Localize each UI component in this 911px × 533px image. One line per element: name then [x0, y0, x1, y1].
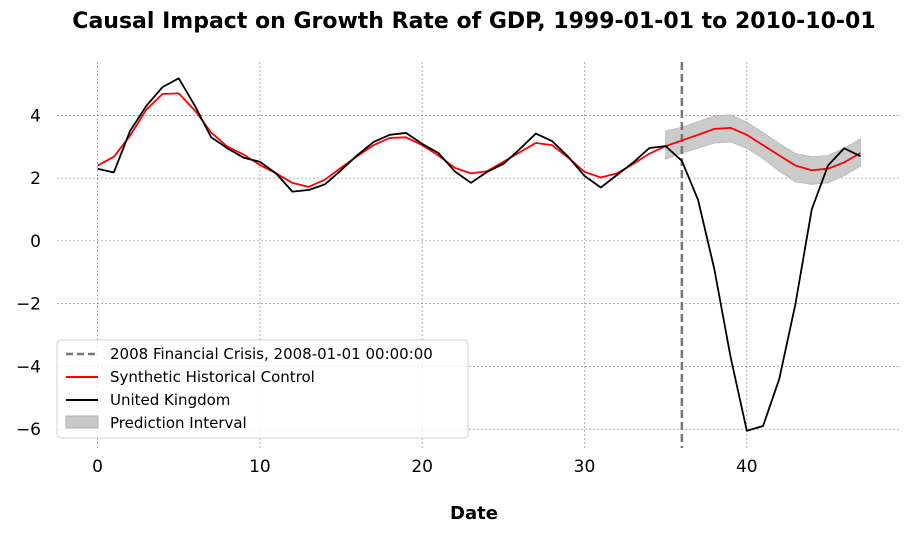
y-tick-label: −2 — [16, 295, 41, 315]
y-tick-label: 4 — [30, 106, 41, 126]
x-tick-label: 10 — [249, 457, 271, 477]
y-tick-label: 0 — [30, 232, 41, 252]
united-kingdom-line — [97, 77, 861, 432]
y-tick-label: 2 — [30, 169, 41, 189]
prediction-interval-area — [665, 114, 861, 185]
legend: 2008 Financial Crisis, 2008-01-01 00:00:… — [56, 339, 469, 439]
chart-title: Causal Impact on Growth Rate of GDP, 199… — [72, 9, 875, 34]
legend-frame — [56, 339, 469, 439]
axis-tick-labels: 0 10 20 30 40 −6 −4 −2 0 2 4 — [16, 106, 758, 477]
x-tick-label: 0 — [92, 457, 103, 477]
x-tick-label: 40 — [736, 457, 758, 477]
legend-swatch-prediction-interval — [65, 415, 99, 429]
x-axis-label: Date — [450, 503, 498, 524]
y-tick-label: −6 — [16, 420, 41, 440]
y-tick-label: −4 — [16, 357, 41, 377]
prediction-interval-band — [665, 114, 861, 185]
legend-label-synthetic-control: Synthetic Historical Control — [110, 368, 315, 386]
synthetic-historical-control-line — [97, 92, 861, 188]
series-lines — [97, 77, 861, 432]
legend-label-united-kingdom: United Kingdom — [110, 391, 230, 409]
legend-label-prediction-interval: Prediction Interval — [110, 414, 247, 432]
x-tick-label: 20 — [411, 457, 433, 477]
x-tick-label: 30 — [574, 457, 596, 477]
legend-label-event: 2008 Financial Crisis, 2008-01-01 00:00:… — [110, 345, 433, 363]
